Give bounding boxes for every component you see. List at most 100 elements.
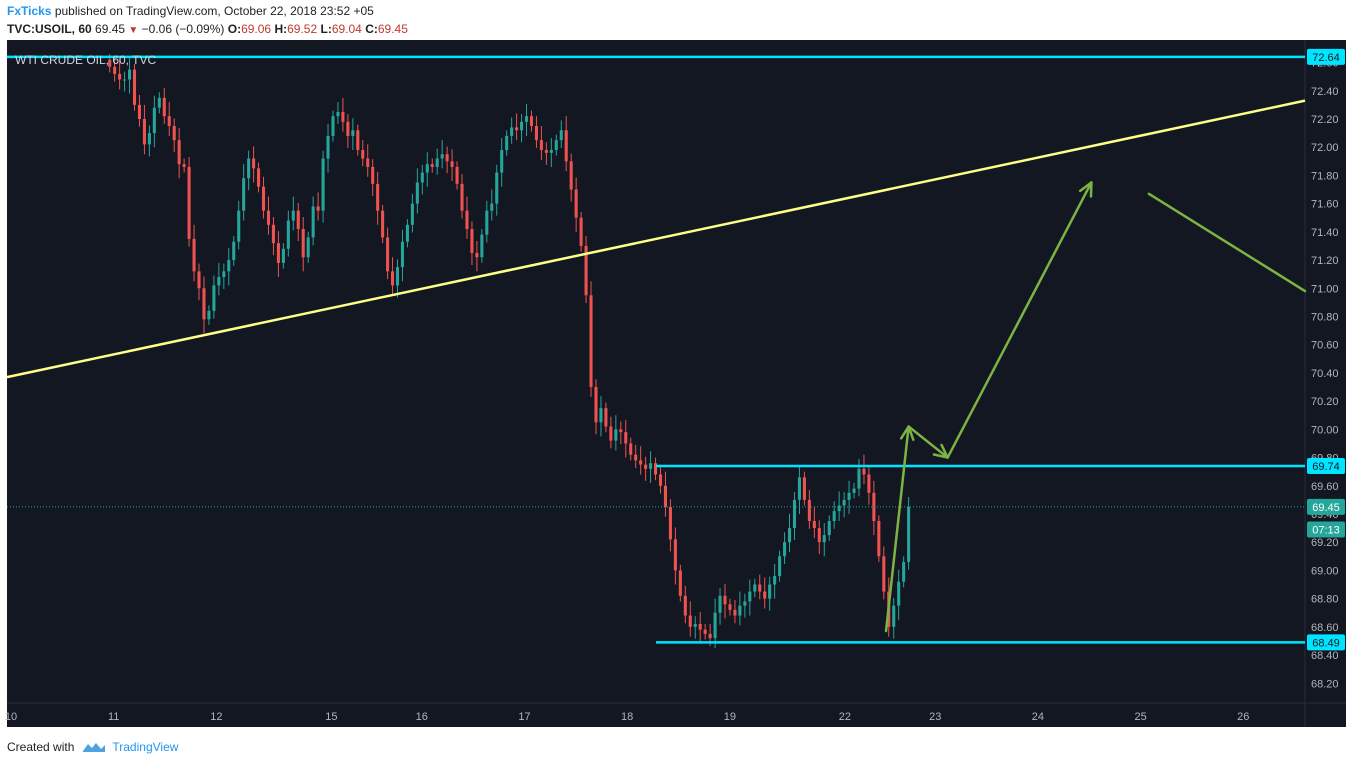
y-tick-label: 70.20 xyxy=(1311,396,1339,408)
candle-body xyxy=(584,245,588,296)
price-badge-label: 72.64 xyxy=(1312,52,1340,64)
candle-body xyxy=(172,126,176,141)
y-tick-label: 70.60 xyxy=(1311,340,1339,352)
candle-body xyxy=(271,224,275,244)
candle-body xyxy=(738,605,742,616)
candle-body xyxy=(569,161,573,190)
tradingview-link[interactable]: TradingView xyxy=(112,740,179,754)
candle-body xyxy=(500,150,504,173)
y-tick-label: 68.40 xyxy=(1311,650,1339,662)
candle-body xyxy=(470,229,474,254)
candle-body xyxy=(713,612,717,639)
candle-body xyxy=(609,426,613,441)
candle-body xyxy=(832,511,836,522)
candle-body xyxy=(113,66,117,74)
high-value: 69.52 xyxy=(287,22,318,36)
footer: Created with TradingView xyxy=(7,740,178,754)
candle-body xyxy=(902,561,906,582)
candle-body xyxy=(326,135,330,159)
candle-body xyxy=(252,158,256,169)
candle-body xyxy=(515,127,519,131)
time-axis[interactable] xyxy=(7,703,1346,727)
candle-body xyxy=(301,229,305,258)
candle-body xyxy=(123,79,127,81)
candle-body xyxy=(619,429,623,433)
publish-line: FxTicks published on TradingView.com, Oc… xyxy=(7,4,374,18)
candle-body xyxy=(381,210,385,238)
candle-body xyxy=(817,528,821,543)
candle-body xyxy=(768,584,772,599)
candle-body xyxy=(177,140,181,165)
candle-body xyxy=(599,408,603,423)
x-tick-label: 12 xyxy=(210,711,222,723)
candle-body xyxy=(743,601,747,606)
candle-body xyxy=(802,477,806,500)
y-tick-label: 68.60 xyxy=(1311,622,1339,634)
candle-body xyxy=(708,633,712,639)
y-tick-label: 71.80 xyxy=(1311,170,1339,182)
y-tick-label: 69.20 xyxy=(1311,537,1339,549)
candle-body xyxy=(128,69,132,80)
x-tick-label: 25 xyxy=(1134,711,1146,723)
price-badge-label: 68.49 xyxy=(1312,637,1340,649)
candle-body xyxy=(877,521,881,557)
y-tick-label: 71.20 xyxy=(1311,255,1339,267)
projection-arrow[interactable] xyxy=(884,425,910,633)
candle-body xyxy=(668,506,672,540)
candle-body xyxy=(683,595,687,616)
candle-body xyxy=(614,429,618,441)
candle-body xyxy=(465,210,469,230)
x-tick-label: 23 xyxy=(929,711,941,723)
candle-body xyxy=(812,521,816,529)
candle-body xyxy=(703,629,707,634)
candle-body xyxy=(698,624,702,630)
candle-body xyxy=(386,237,390,272)
candle-body xyxy=(266,210,271,225)
projection-arrow[interactable] xyxy=(1147,192,1307,293)
price-badge-label: 69.45 xyxy=(1312,502,1340,514)
trend-line[interactable] xyxy=(6,99,1306,379)
candle-body xyxy=(247,158,251,179)
candle-body xyxy=(654,463,658,475)
candle-body xyxy=(897,581,901,606)
candle-body xyxy=(787,528,792,543)
author-link[interactable]: FxTicks xyxy=(7,4,52,18)
candle-body xyxy=(723,595,727,605)
price-change: −0.06 (−0.09%) xyxy=(141,22,225,36)
low-value: 69.04 xyxy=(331,22,362,36)
candle-body xyxy=(510,127,514,136)
projection-arrow[interactable] xyxy=(946,181,1093,459)
candle-body xyxy=(524,116,529,122)
y-tick-label: 70.00 xyxy=(1311,424,1339,436)
candle-body xyxy=(778,556,782,577)
candle-body xyxy=(232,241,236,261)
candle-body xyxy=(167,116,171,127)
price-axis[interactable] xyxy=(1305,40,1346,703)
candle-body xyxy=(162,97,166,117)
candle-body xyxy=(559,130,563,141)
candle-body xyxy=(430,164,434,167)
candle-body xyxy=(118,73,122,80)
candle-body xyxy=(316,206,320,211)
candle-body xyxy=(872,492,876,522)
symbol-label: TVC:USOIL, 60 xyxy=(7,22,92,36)
candle-body xyxy=(450,161,454,167)
price-badge xyxy=(1307,48,1345,65)
candle-body xyxy=(480,234,484,258)
x-tick-label: 16 xyxy=(416,711,428,723)
candle-body xyxy=(783,542,787,557)
plot-area[interactable] xyxy=(7,40,1305,703)
candle-body xyxy=(440,154,444,159)
candle-body xyxy=(291,210,295,221)
ohlc-line: TVC:USOIL, 60 69.45 ▼ −0.06 (−0.09%) O:6… xyxy=(7,22,408,36)
candle-body xyxy=(678,570,682,596)
price-badge xyxy=(1307,458,1345,475)
candle-body xyxy=(420,172,424,183)
candle-body xyxy=(306,237,310,258)
projection-arrow[interactable] xyxy=(907,425,949,459)
candle-body xyxy=(495,172,499,204)
candle-body xyxy=(435,158,439,167)
candle-body xyxy=(197,271,201,289)
candle-body xyxy=(410,203,414,225)
